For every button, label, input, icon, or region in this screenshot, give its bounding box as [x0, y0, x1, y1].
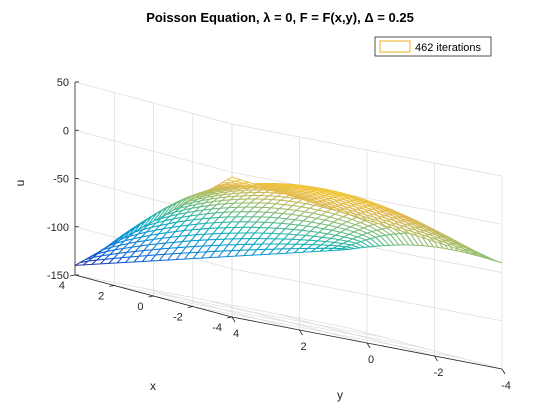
y-tick-label: -2 [434, 367, 444, 379]
z-tick-label: -50 [53, 174, 69, 186]
x-tick-label: 2 [98, 291, 104, 303]
z-tick-label: 50 [57, 77, 69, 89]
y-tick-label: 4 [233, 328, 239, 340]
x-tick-label: -4 [212, 322, 222, 334]
x-tick-label: 4 [59, 280, 65, 292]
y-tick-label: 2 [300, 341, 306, 353]
y-tick-label: -4 [501, 380, 511, 392]
y-tick-label: 0 [368, 354, 374, 366]
x-tick [148, 295, 154, 298]
x-tick-label: -2 [173, 312, 183, 324]
surface-cell [488, 257, 503, 264]
z-tick-label: -100 [47, 222, 69, 234]
axis-ticks: -150 -100 -50 0 50 -4 -2 0 2 4 -4 -2 0 2 4 [47, 77, 511, 392]
x-tick [69, 274, 76, 277]
y-axis-label: y [337, 388, 343, 402]
z-axis-label: u [13, 180, 27, 187]
x-tick [226, 316, 233, 319]
legend-entry-label: 462 iterations [415, 42, 482, 54]
y-tick [434, 355, 438, 362]
y-tick [366, 342, 371, 349]
z-tick-label: 0 [63, 125, 69, 137]
z-tick-label: -150 [47, 270, 69, 282]
surface-mesh [74, 176, 503, 266]
x-tick [109, 285, 115, 287]
x-tick [187, 306, 193, 308]
x-axis-label: x [150, 379, 156, 393]
y-tick [501, 368, 506, 375]
legend-swatch [379, 40, 411, 53]
y-tick [299, 329, 303, 336]
y-tick [231, 316, 236, 323]
z-gridline [74, 81, 503, 177]
chart-title: Poisson Equation, λ = 0, F = F(x,y), Δ =… [146, 10, 414, 25]
legend-box [374, 36, 492, 57]
x-tick-label: 0 [137, 301, 143, 313]
legend: 462 iterations [374, 36, 492, 57]
